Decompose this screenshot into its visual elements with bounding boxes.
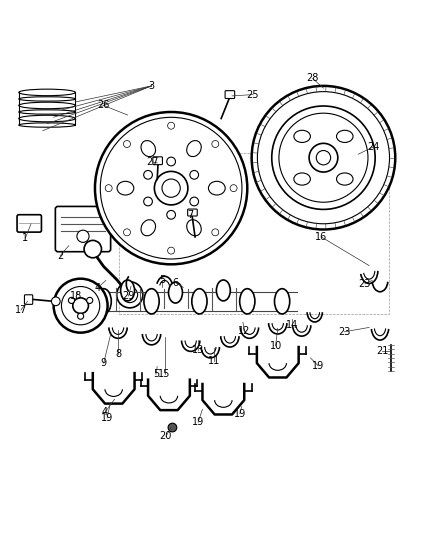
Circle shape bbox=[212, 141, 219, 148]
Ellipse shape bbox=[275, 289, 290, 314]
Circle shape bbox=[190, 171, 198, 179]
Circle shape bbox=[162, 179, 180, 197]
Ellipse shape bbox=[117, 181, 134, 195]
Text: 16: 16 bbox=[315, 232, 327, 242]
FancyBboxPatch shape bbox=[153, 157, 162, 165]
Circle shape bbox=[77, 230, 89, 243]
Circle shape bbox=[167, 211, 176, 219]
Text: 19: 19 bbox=[101, 413, 113, 423]
Text: 19: 19 bbox=[234, 409, 246, 418]
Circle shape bbox=[144, 171, 152, 179]
Circle shape bbox=[78, 313, 84, 319]
Circle shape bbox=[309, 143, 338, 172]
Text: 19: 19 bbox=[312, 361, 325, 371]
Circle shape bbox=[168, 423, 177, 432]
Circle shape bbox=[252, 86, 395, 230]
FancyBboxPatch shape bbox=[187, 209, 197, 216]
Text: 20: 20 bbox=[160, 431, 172, 441]
Ellipse shape bbox=[192, 289, 207, 314]
Circle shape bbox=[117, 282, 143, 308]
Text: 18: 18 bbox=[70, 291, 82, 301]
Circle shape bbox=[272, 106, 375, 209]
Bar bbox=[119, 154, 389, 314]
Circle shape bbox=[190, 197, 198, 206]
Circle shape bbox=[51, 297, 60, 305]
Circle shape bbox=[212, 229, 219, 236]
Text: 14: 14 bbox=[286, 320, 298, 330]
Ellipse shape bbox=[169, 282, 183, 303]
Circle shape bbox=[167, 157, 176, 166]
Ellipse shape bbox=[336, 130, 353, 142]
Circle shape bbox=[168, 247, 175, 254]
Circle shape bbox=[230, 184, 237, 192]
Text: 19: 19 bbox=[192, 417, 204, 427]
Text: 12: 12 bbox=[238, 326, 251, 336]
Text: 23: 23 bbox=[338, 327, 350, 337]
Ellipse shape bbox=[216, 280, 230, 301]
Ellipse shape bbox=[208, 181, 225, 195]
Circle shape bbox=[168, 122, 175, 129]
Ellipse shape bbox=[141, 141, 155, 157]
FancyBboxPatch shape bbox=[25, 295, 33, 304]
Text: 5: 5 bbox=[159, 274, 166, 285]
Text: 27: 27 bbox=[147, 157, 159, 167]
Ellipse shape bbox=[336, 173, 353, 185]
Text: 21: 21 bbox=[376, 346, 389, 357]
Text: 4: 4 bbox=[102, 407, 108, 417]
FancyBboxPatch shape bbox=[55, 206, 111, 252]
Text: 6: 6 bbox=[173, 278, 179, 288]
Circle shape bbox=[84, 240, 102, 258]
Text: 10: 10 bbox=[269, 341, 282, 351]
FancyBboxPatch shape bbox=[17, 215, 42, 232]
Circle shape bbox=[105, 184, 112, 192]
Text: 28: 28 bbox=[307, 74, 319, 84]
Text: 26: 26 bbox=[98, 100, 110, 110]
Circle shape bbox=[53, 279, 108, 333]
Text: 7: 7 bbox=[187, 210, 194, 220]
Ellipse shape bbox=[187, 220, 201, 236]
Circle shape bbox=[124, 229, 131, 236]
FancyBboxPatch shape bbox=[225, 91, 235, 99]
Ellipse shape bbox=[96, 289, 111, 314]
Ellipse shape bbox=[294, 173, 311, 185]
Circle shape bbox=[316, 150, 331, 165]
Circle shape bbox=[124, 141, 131, 148]
Circle shape bbox=[68, 297, 74, 303]
Text: 29: 29 bbox=[122, 291, 134, 301]
Ellipse shape bbox=[294, 130, 311, 142]
Circle shape bbox=[73, 298, 88, 313]
Text: 13: 13 bbox=[192, 345, 204, 355]
Ellipse shape bbox=[187, 141, 201, 157]
Text: 3: 3 bbox=[148, 81, 155, 91]
Text: 2: 2 bbox=[57, 251, 63, 261]
Circle shape bbox=[144, 197, 152, 206]
Text: 24: 24 bbox=[367, 142, 380, 152]
Text: 5: 5 bbox=[153, 369, 159, 379]
Text: 25: 25 bbox=[247, 90, 259, 100]
Text: 9: 9 bbox=[101, 358, 107, 368]
Text: 17: 17 bbox=[15, 305, 27, 315]
Text: 11: 11 bbox=[208, 357, 220, 366]
Ellipse shape bbox=[120, 280, 134, 301]
Text: 4: 4 bbox=[94, 283, 100, 293]
Ellipse shape bbox=[144, 289, 159, 314]
Text: 23: 23 bbox=[359, 279, 371, 289]
Text: 1: 1 bbox=[22, 233, 28, 243]
Circle shape bbox=[95, 112, 247, 264]
Circle shape bbox=[154, 172, 188, 205]
Text: 8: 8 bbox=[115, 350, 121, 359]
Circle shape bbox=[87, 297, 93, 303]
Text: 15: 15 bbox=[159, 369, 171, 379]
Circle shape bbox=[122, 287, 138, 303]
Ellipse shape bbox=[240, 289, 255, 314]
Circle shape bbox=[61, 287, 100, 325]
Ellipse shape bbox=[141, 220, 155, 236]
